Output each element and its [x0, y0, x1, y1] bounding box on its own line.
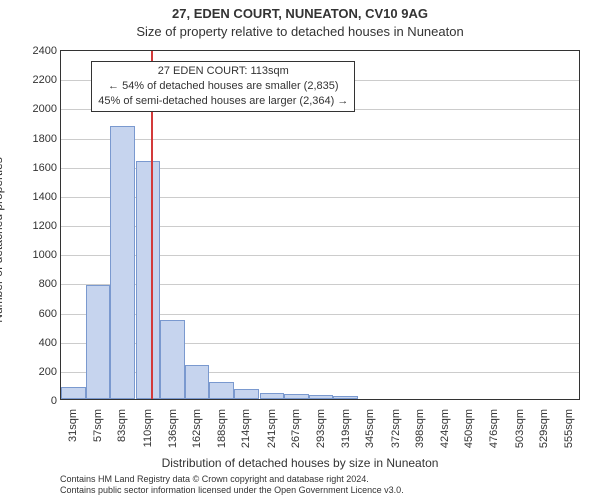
y-tick-label: 2000: [33, 103, 57, 115]
annotation-box: 27 EDEN COURT: 113sqm← 54% of detached h…: [91, 61, 355, 112]
chart-container: 27, EDEN COURT, NUNEATON, CV10 9AG Size …: [0, 0, 600, 500]
x-tick-label: 267sqm: [290, 409, 302, 448]
gridline-h: [61, 139, 579, 140]
x-tick-label: 162sqm: [191, 409, 203, 448]
histogram-bar: [61, 387, 86, 399]
annotation-line2: ← 54% of detached houses are smaller (2,…: [98, 79, 348, 94]
y-tick-label: 1600: [33, 162, 57, 174]
x-tick-label: 503sqm: [514, 409, 526, 448]
histogram-bar: [86, 285, 111, 399]
x-tick-label: 57sqm: [92, 409, 104, 442]
x-tick-label: 83sqm: [116, 409, 128, 442]
y-tick-label: 800: [39, 278, 57, 290]
x-tick-label: 214sqm: [240, 409, 252, 448]
x-tick-label: 110sqm: [142, 409, 154, 447]
x-tick-label: 136sqm: [167, 409, 179, 448]
x-tick-label: 424sqm: [439, 409, 451, 448]
histogram-bar: [110, 126, 135, 399]
histogram-bar: [160, 320, 185, 399]
y-tick-label: 600: [39, 308, 57, 320]
x-tick-label: 241sqm: [266, 409, 278, 448]
annotation-line3: 45% of semi-detached houses are larger (…: [98, 94, 348, 109]
attribution-text: Contains HM Land Registry data © Crown c…: [60, 474, 590, 497]
y-tick-label: 2400: [33, 45, 57, 57]
histogram-bar: [185, 365, 210, 399]
annotation-line1: 27 EDEN COURT: 113sqm: [98, 64, 348, 79]
y-tick-label: 1200: [33, 220, 57, 232]
attribution-line2: Contains public sector information licen…: [60, 485, 590, 496]
y-tick-label: 1400: [33, 191, 57, 203]
chart-title-line2: Size of property relative to detached ho…: [0, 24, 600, 39]
chart-title-line1: 27, EDEN COURT, NUNEATON, CV10 9AG: [0, 6, 600, 21]
y-tick-label: 1000: [33, 249, 57, 261]
histogram-bar: [234, 389, 259, 399]
x-axis-label: Distribution of detached houses by size …: [0, 456, 600, 470]
y-tick-label: 2200: [33, 74, 57, 86]
attribution-line1: Contains HM Land Registry data © Crown c…: [60, 474, 590, 485]
x-tick-label: 450sqm: [463, 409, 475, 448]
x-tick-label: 31sqm: [67, 409, 79, 442]
x-tick-label: 188sqm: [216, 409, 228, 448]
histogram-bar: [284, 394, 309, 399]
y-tick-label: 0: [51, 395, 57, 407]
x-tick-label: 372sqm: [390, 409, 402, 448]
y-tick-label: 400: [39, 337, 57, 349]
y-tick-label: 200: [39, 366, 57, 378]
x-tick-label: 319sqm: [340, 409, 352, 448]
y-tick-label: 1800: [33, 133, 57, 145]
histogram-bar: [136, 161, 161, 399]
histogram-bar: [209, 382, 234, 400]
x-tick-label: 345sqm: [364, 409, 376, 448]
histogram-bar: [333, 396, 358, 399]
x-tick-label: 476sqm: [488, 409, 500, 448]
x-tick-label: 529sqm: [538, 409, 550, 448]
histogram-bar: [309, 395, 334, 399]
plot-area: 0200400600800100012001400160018002000220…: [60, 50, 580, 400]
x-tick-label: 293sqm: [315, 409, 327, 448]
x-tick-label: 398sqm: [414, 409, 426, 448]
x-tick-label: 555sqm: [563, 409, 575, 448]
histogram-bar: [260, 393, 285, 399]
